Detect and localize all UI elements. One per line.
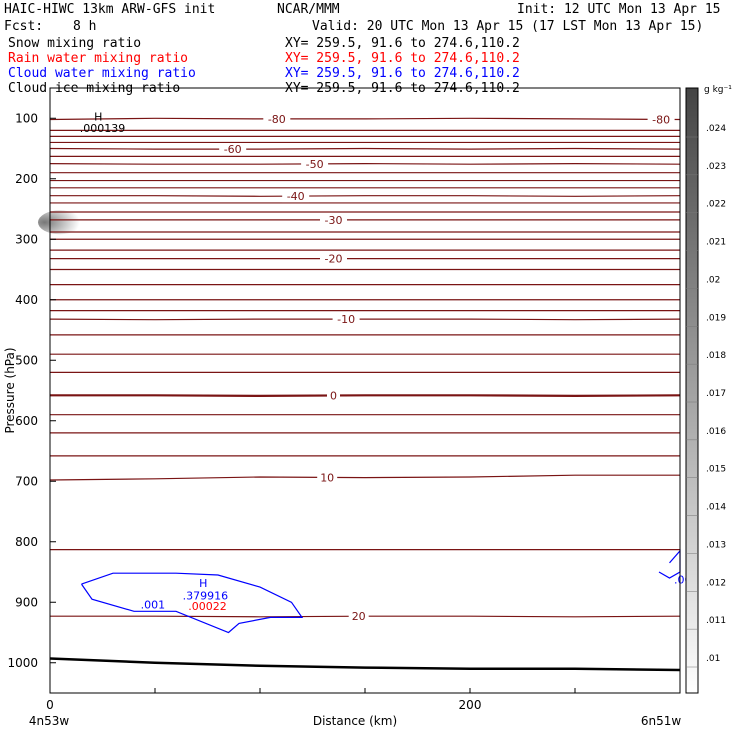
isotherm--40 (50, 195, 681, 197)
field-name-snow: Snow mixing ratio (8, 36, 142, 51)
isotherm-label: 0 (330, 390, 337, 403)
y-tick-label: 400 (15, 293, 38, 307)
max-value-label: .00022 (188, 600, 227, 613)
colorbar-unit: g kg⁻¹ (704, 85, 732, 95)
isotherm--80 (49, 117, 681, 121)
y-tick-label: 500 (15, 353, 38, 367)
colorbar-tick-label: .018 (706, 351, 726, 361)
x-tick-label: 0 (46, 698, 54, 712)
colorbar (685, 87, 699, 694)
y-axis-label: Pressure (hPa) (3, 347, 17, 433)
x-left-endpoint-label: 4n53w (29, 714, 70, 728)
y-tick-label: 200 (15, 172, 38, 186)
model-title: HAIC-HIWC 13km ARW-GFS init (4, 2, 216, 17)
max-value-label: .379916 (183, 590, 229, 603)
isotherm-label: -80 (652, 113, 670, 126)
colorbar-tick-label: .024 (706, 124, 726, 134)
isotherm-label: -10 (337, 313, 355, 326)
colorbar-tick-label: .021 (706, 238, 726, 248)
max-marker: H (199, 577, 207, 590)
isotherm--60 (49, 147, 681, 150)
colorbar-tick-label: .014 (706, 503, 726, 513)
init-time: Init: 12 UTC Mon 13 Apr 15 (517, 2, 721, 17)
max-value-label: .000139 (80, 122, 126, 135)
colorbar-tick-label: .016 (706, 427, 726, 437)
colorbar-tick-label: .019 (706, 313, 726, 323)
y-tick-label: 800 (15, 535, 38, 549)
isotherm-label: 20 (352, 610, 366, 623)
colorbar-tick-label: .013 (706, 540, 726, 550)
field-name-rain: Rain water mixing ratio (8, 51, 189, 66)
isotherm-0 (50, 394, 681, 398)
colorbar-tick-label: .015 (706, 465, 726, 475)
colorbar-tick-label: .01 (706, 654, 720, 664)
field-name-cloud-water: Cloud water mixing ratio (8, 66, 196, 81)
y-tick-label: 1000 (7, 656, 38, 670)
field-xy-cloud-water: XY= 259.5, 91.6 to 274.6,110.2 (285, 66, 520, 81)
forecast-hours: 8 h (73, 19, 97, 34)
field-xy-cloud-ice: XY= 259.5, 91.6 to 274.6,110.2 (285, 81, 520, 96)
x-tick-label: 200 (459, 698, 482, 712)
surface-line (49, 657, 681, 672)
y-tick-label: 100 (15, 111, 38, 125)
isotherm-label: 10 (320, 471, 334, 484)
colorbar-tick-label: .02 (706, 275, 720, 285)
colorbar-tick-label: .012 (706, 578, 726, 588)
y-tick-label: 700 (15, 474, 38, 488)
organization: NCAR/MMM (277, 2, 340, 17)
y-tick-label: 900 (15, 595, 38, 609)
cloud-water-contour (81, 572, 304, 634)
field-xy-snow: XY= 259.5, 91.6 to 274.6,110.2 (285, 36, 520, 51)
colorbar-tick-label: .023 (706, 162, 726, 172)
field-xy-rain: XY= 259.5, 91.6 to 274.6,110.2 (285, 51, 520, 66)
isotherm-label: -20 (325, 253, 343, 266)
isotherm-label: -30 (325, 214, 343, 227)
isotherm-10 (49, 474, 680, 481)
max-marker: H (94, 110, 102, 123)
cloud-water-label: .001 (141, 599, 166, 612)
x-right-endpoint-label: 6n51w (641, 714, 682, 728)
colorbar-tick-label: .022 (706, 200, 726, 210)
colorbar-tick-label: .017 (706, 389, 726, 399)
isotherm--10 (49, 318, 681, 321)
y-tick-label: 300 (15, 232, 38, 246)
x-axis-label: Distance (km) (313, 714, 397, 728)
y-tick-label: 600 (15, 414, 38, 428)
colorbar-tick-label: .011 (706, 616, 726, 626)
isotherm-label: -40 (287, 190, 305, 203)
isotherm--50 (49, 162, 681, 165)
valid-time: Valid: 20 UTC Mon 13 Apr 15 (17 LST Mon … (312, 19, 704, 34)
isotherm-label: -60 (224, 143, 242, 156)
cloud-ice-shading (38, 210, 82, 235)
forecast-label: Fcst: (4, 19, 44, 34)
isotherm-label: -80 (268, 113, 286, 126)
isotherm-label: -50 (306, 158, 324, 171)
